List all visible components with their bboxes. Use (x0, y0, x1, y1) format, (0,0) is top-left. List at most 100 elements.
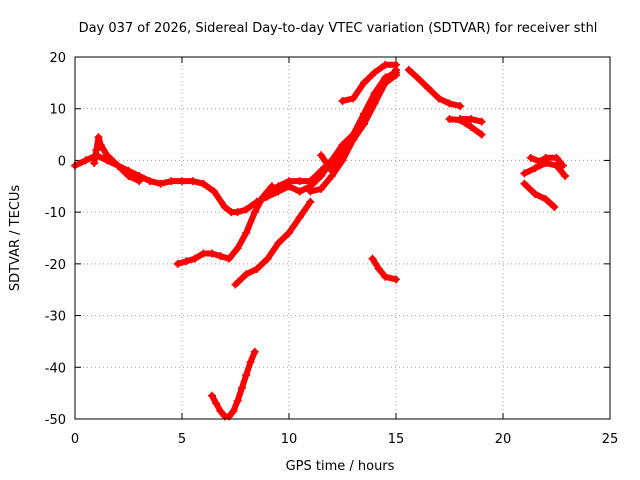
series-line (174, 183, 275, 267)
data-point (466, 122, 475, 131)
data-point (550, 202, 559, 211)
series-track-17 (520, 179, 559, 211)
series-line (318, 66, 399, 174)
data-point (317, 184, 326, 193)
data-point (413, 73, 422, 82)
series-track-14 (368, 254, 400, 284)
y-axis-ticks: -50 -40 -30 -20 -10 0 10 20 (45, 51, 610, 428)
data-point (156, 179, 165, 188)
x-tick-label: 15 (388, 432, 405, 447)
data-point (306, 187, 315, 196)
x-tick-label: 20 (495, 432, 512, 447)
data-point (94, 133, 103, 142)
data-point (317, 151, 326, 160)
series-line (405, 66, 464, 110)
y-tick-label: 20 (49, 51, 66, 66)
data-point (370, 94, 379, 103)
data-point (531, 164, 540, 173)
data-point (242, 270, 251, 279)
data-point (188, 177, 197, 186)
data-point (434, 94, 443, 103)
data-point (96, 140, 105, 149)
data-point (424, 84, 433, 93)
data-point (392, 275, 400, 284)
series-track-5 (207, 347, 259, 421)
series-track-16 (526, 153, 567, 170)
data-point (207, 391, 216, 400)
data-point (295, 187, 304, 196)
data-point (233, 208, 242, 217)
data-point (242, 228, 251, 237)
series-line (369, 255, 399, 283)
series-line (521, 180, 558, 210)
series-line (232, 198, 314, 288)
data-point (520, 169, 529, 178)
data-point (381, 60, 390, 69)
data-point (531, 190, 540, 199)
data-point (338, 96, 347, 105)
data-point (552, 153, 561, 162)
data-series (71, 60, 570, 421)
data-point (274, 239, 283, 248)
data-point (199, 249, 208, 258)
x-tick-label: 5 (178, 432, 186, 447)
data-point (90, 159, 99, 168)
data-point (178, 177, 186, 186)
data-point (259, 192, 268, 201)
data-point (317, 171, 326, 180)
data-point (81, 156, 90, 165)
x-tick-label: 10 (281, 432, 298, 447)
data-point (541, 153, 550, 162)
y-axis-label: SDTVAR / TECUs (8, 185, 23, 292)
data-point (210, 187, 219, 196)
data-point (212, 399, 221, 408)
data-point (295, 213, 304, 222)
data-point (541, 195, 550, 204)
data-point (526, 153, 535, 162)
data-point (561, 171, 570, 180)
data-point (327, 156, 336, 165)
data-point (477, 117, 486, 126)
x-tick-label: 25 (602, 432, 619, 447)
data-point (370, 68, 379, 77)
data-point (477, 130, 486, 139)
series-track-2 (90, 133, 144, 186)
data-point (225, 254, 234, 263)
data-point (263, 187, 272, 196)
y-tick-label: -50 (45, 413, 66, 428)
series-track-11 (404, 65, 465, 111)
data-point (167, 177, 176, 186)
series-track-10 (338, 60, 400, 105)
data-point (381, 78, 390, 87)
x-axis-label: GPS time / hours (286, 459, 395, 474)
data-point (535, 157, 544, 166)
data-point (190, 254, 199, 263)
series-line (446, 116, 485, 138)
data-point (349, 130, 358, 139)
y-tick-label: -40 (45, 361, 66, 376)
data-point (252, 265, 261, 274)
data-point (359, 109, 368, 118)
data-point (456, 102, 465, 111)
data-point (404, 65, 413, 74)
data-point (456, 115, 465, 124)
data-point (374, 265, 383, 274)
data-point (466, 115, 475, 124)
series-track-13 (456, 115, 486, 126)
data-point (237, 383, 246, 392)
data-point (250, 208, 259, 217)
y-tick-label: 10 (49, 103, 66, 118)
data-point (220, 202, 229, 211)
data-point (520, 179, 529, 188)
series-track-15 (520, 159, 570, 180)
data-point (231, 280, 240, 289)
grid-layer (75, 57, 610, 419)
y-tick-label: -30 (45, 310, 66, 325)
data-point (381, 272, 390, 281)
data-point (124, 171, 133, 180)
data-point (182, 257, 191, 266)
data-point (229, 407, 238, 416)
data-point (368, 254, 377, 263)
data-point (327, 166, 336, 175)
series-track-3 (173, 182, 276, 268)
